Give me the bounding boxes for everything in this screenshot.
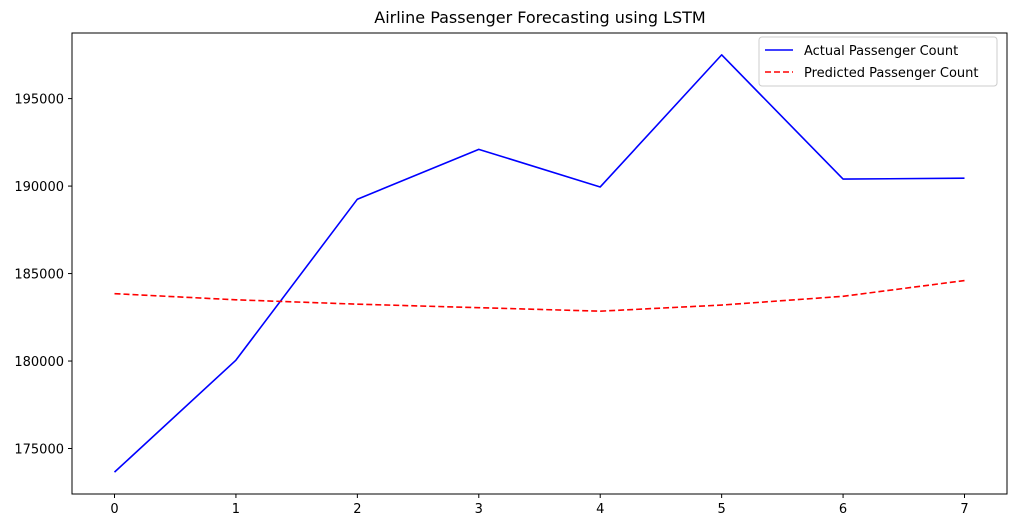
y-tick-label: 195000	[14, 93, 64, 108]
series-line-predicted	[114, 279, 965, 312]
x-tick-label: 7	[960, 502, 968, 517]
series-line-actual	[113, 54, 965, 473]
x-tick-label: 4	[596, 502, 604, 517]
x-tick-label: 3	[475, 502, 483, 517]
x-tick-label: 1	[232, 502, 240, 517]
x-tick-label: 0	[110, 502, 118, 517]
chart-title: Airline Passenger Forecasting using LSTM	[374, 8, 705, 27]
x-tick-label: 5	[718, 502, 726, 517]
legend-label-actual: Actual Passenger Count	[804, 44, 958, 59]
y-tick-label: 175000	[14, 443, 64, 458]
legend: Actual Passenger Count Predicted Passeng…	[758, 36, 998, 87]
y-tick-label: 180000	[14, 355, 64, 370]
x-tick-label: 2	[353, 502, 361, 517]
y-tick-label: 185000	[14, 268, 64, 283]
legend-box	[758, 36, 998, 87]
y-tick-label: 190000	[14, 180, 64, 195]
plot-area: 0 1 2 3 4 5 6 7 175000 180000 185000 190000 195000	[14, 32, 1008, 517]
legend-label-predicted: Predicted Passenger Count	[804, 66, 979, 81]
axes-frame	[71, 32, 1008, 495]
x-tick-label: 6	[839, 502, 847, 517]
